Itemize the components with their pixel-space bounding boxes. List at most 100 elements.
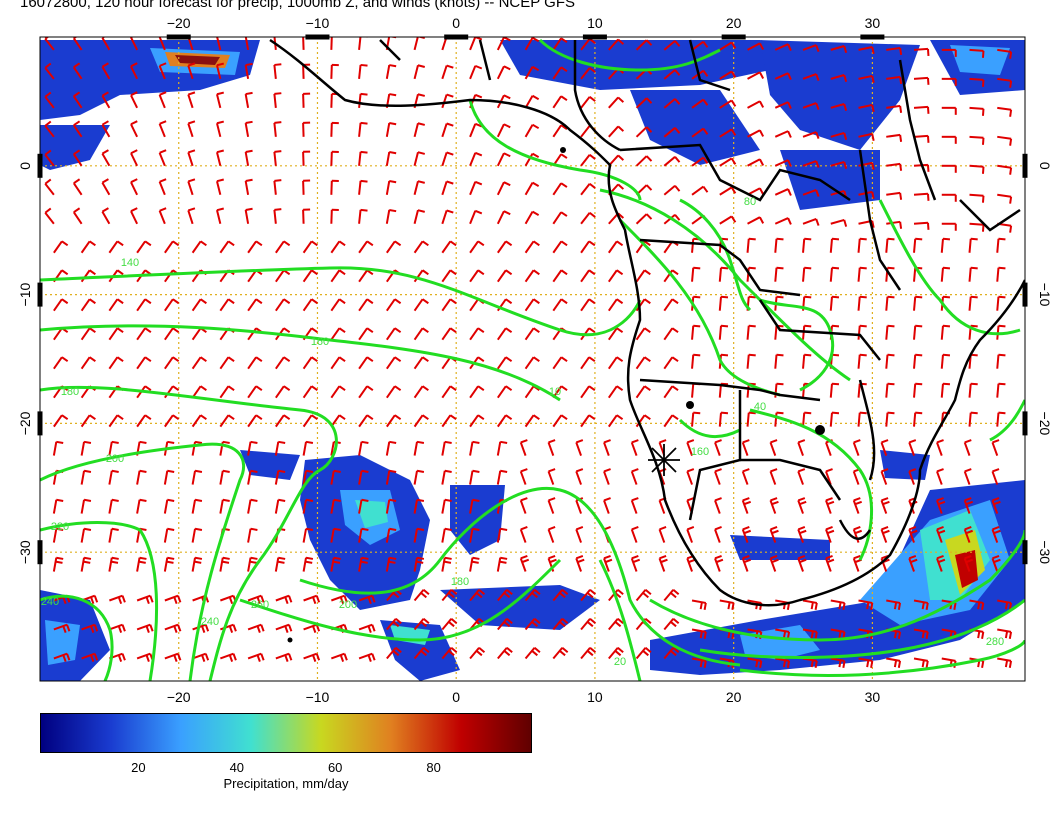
wind-barb xyxy=(524,646,541,660)
wind-barb xyxy=(968,382,978,398)
wind-barb xyxy=(575,468,584,485)
wind-barb xyxy=(741,439,750,456)
wind-barb xyxy=(330,121,339,137)
wind-barb xyxy=(936,526,946,543)
wind-barb xyxy=(524,240,540,254)
wind-barb xyxy=(158,207,167,225)
wind-barb xyxy=(607,414,624,428)
wind-barb xyxy=(774,43,792,51)
wind-barb xyxy=(80,440,92,456)
wind-barb xyxy=(358,92,368,108)
wind-barb xyxy=(385,527,397,543)
wind-barb xyxy=(53,623,71,633)
wind-barb xyxy=(469,327,485,341)
wind-barb xyxy=(524,617,541,631)
wind-barb xyxy=(719,157,737,167)
wind-barb xyxy=(552,182,568,196)
wind-barb xyxy=(607,385,624,399)
wind-barb xyxy=(330,240,346,254)
wind-barb xyxy=(603,555,613,572)
map-title: 16072800, 120 hour forecast for precip, … xyxy=(20,0,575,11)
wind-barb xyxy=(691,599,707,610)
wind-barb xyxy=(830,218,848,227)
wind-barb xyxy=(53,414,69,428)
wind-barb xyxy=(885,295,895,311)
wind-barb xyxy=(852,497,863,514)
wind-barb xyxy=(302,469,314,485)
wind-barb xyxy=(858,132,875,141)
wind-barb xyxy=(303,652,321,662)
wind-barb xyxy=(413,269,429,283)
wind-barb xyxy=(164,623,182,633)
lon-label-bottom: 20 xyxy=(726,689,742,705)
wind-barb xyxy=(997,48,1013,59)
wind-barb xyxy=(302,356,318,370)
wind-barb xyxy=(746,411,756,427)
wind-barb xyxy=(385,64,397,80)
wind-barb xyxy=(302,37,305,50)
lon-label-bottom: −20 xyxy=(167,689,191,705)
wind-barb xyxy=(552,211,568,225)
wind-barb xyxy=(769,468,778,485)
wind-barb xyxy=(635,356,651,370)
wind-barb xyxy=(496,385,513,399)
wind-barb xyxy=(630,555,641,572)
wind-barb xyxy=(275,240,291,254)
wind-barb xyxy=(635,414,651,428)
wind-barb xyxy=(607,327,624,341)
wind-barb xyxy=(552,589,569,602)
wind-barb xyxy=(747,42,765,51)
wind-barb xyxy=(130,91,139,109)
wind-barb xyxy=(219,385,235,399)
wind-barb xyxy=(691,185,709,196)
wind-barb xyxy=(913,47,930,56)
colorbar-tick-label: 40 xyxy=(229,760,245,775)
wind-barb xyxy=(441,589,458,602)
wind-barb xyxy=(273,150,282,166)
wind-barb xyxy=(774,72,792,80)
wind-barb xyxy=(913,628,929,639)
wind-barb xyxy=(857,411,867,427)
wind-barb xyxy=(247,469,258,485)
wind-barb xyxy=(552,617,569,631)
wind-barb xyxy=(913,134,930,143)
wind-barb xyxy=(469,151,483,167)
wind-barb xyxy=(220,652,237,662)
wind-barb xyxy=(913,105,930,114)
wind-barb xyxy=(187,62,196,80)
wind-barb xyxy=(913,237,923,253)
wind-barb xyxy=(53,298,69,312)
wind-barb xyxy=(997,77,1013,88)
wind-barb xyxy=(136,498,147,514)
wind-barb xyxy=(802,131,820,139)
wind-barb xyxy=(969,193,985,203)
wind-barb xyxy=(552,66,568,80)
wind-barb xyxy=(719,99,737,109)
wind-barb xyxy=(413,298,429,312)
wind-barb xyxy=(996,411,1006,427)
wind-barb xyxy=(247,356,263,370)
wind-barb xyxy=(547,497,556,514)
wind-barb xyxy=(108,527,119,543)
wind-barb xyxy=(719,215,737,225)
wind-barb xyxy=(274,556,286,572)
wind-barb xyxy=(108,414,124,428)
wind-barb xyxy=(108,356,124,370)
wind-barb xyxy=(108,327,124,341)
wind-barb xyxy=(908,439,917,456)
wind-barb xyxy=(857,237,867,253)
wind-barb xyxy=(469,498,480,514)
wind-barb xyxy=(880,439,889,456)
wind-barb xyxy=(72,178,83,196)
wind-barb xyxy=(191,556,203,572)
wind-barb xyxy=(886,162,903,171)
wind-barb xyxy=(991,555,1001,572)
lat-label-left: 0 xyxy=(17,162,33,170)
wind-barb xyxy=(857,324,867,340)
lon-label-bottom: 10 xyxy=(587,689,603,705)
contour-label: 260 xyxy=(251,599,269,611)
wind-barb xyxy=(880,468,889,485)
lat-label-right: −10 xyxy=(1037,283,1053,307)
wind-barb xyxy=(825,468,833,485)
